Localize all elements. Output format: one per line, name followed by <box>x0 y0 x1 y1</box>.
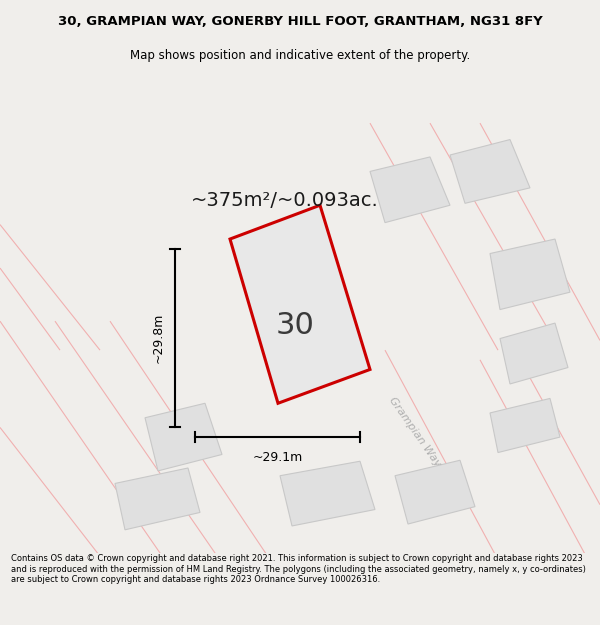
Polygon shape <box>145 403 222 471</box>
Polygon shape <box>370 157 450 222</box>
Text: 30: 30 <box>275 311 314 341</box>
Text: ~29.1m: ~29.1m <box>253 451 302 464</box>
Text: ~375m²/~0.093ac.: ~375m²/~0.093ac. <box>191 191 379 210</box>
Text: Map shows position and indicative extent of the property.: Map shows position and indicative extent… <box>130 49 470 62</box>
Text: Grampian Way: Grampian Way <box>387 396 443 469</box>
Polygon shape <box>280 461 375 526</box>
Polygon shape <box>230 205 370 403</box>
Polygon shape <box>450 139 530 203</box>
Polygon shape <box>115 468 200 530</box>
Text: 30, GRAMPIAN WAY, GONERBY HILL FOOT, GRANTHAM, NG31 8FY: 30, GRAMPIAN WAY, GONERBY HILL FOOT, GRA… <box>58 16 542 28</box>
Polygon shape <box>490 239 570 309</box>
Polygon shape <box>395 460 475 524</box>
Polygon shape <box>490 399 560 452</box>
Text: Contains OS data © Crown copyright and database right 2021. This information is : Contains OS data © Crown copyright and d… <box>11 554 586 584</box>
Polygon shape <box>500 323 568 384</box>
Text: ~29.8m: ~29.8m <box>152 313 165 363</box>
